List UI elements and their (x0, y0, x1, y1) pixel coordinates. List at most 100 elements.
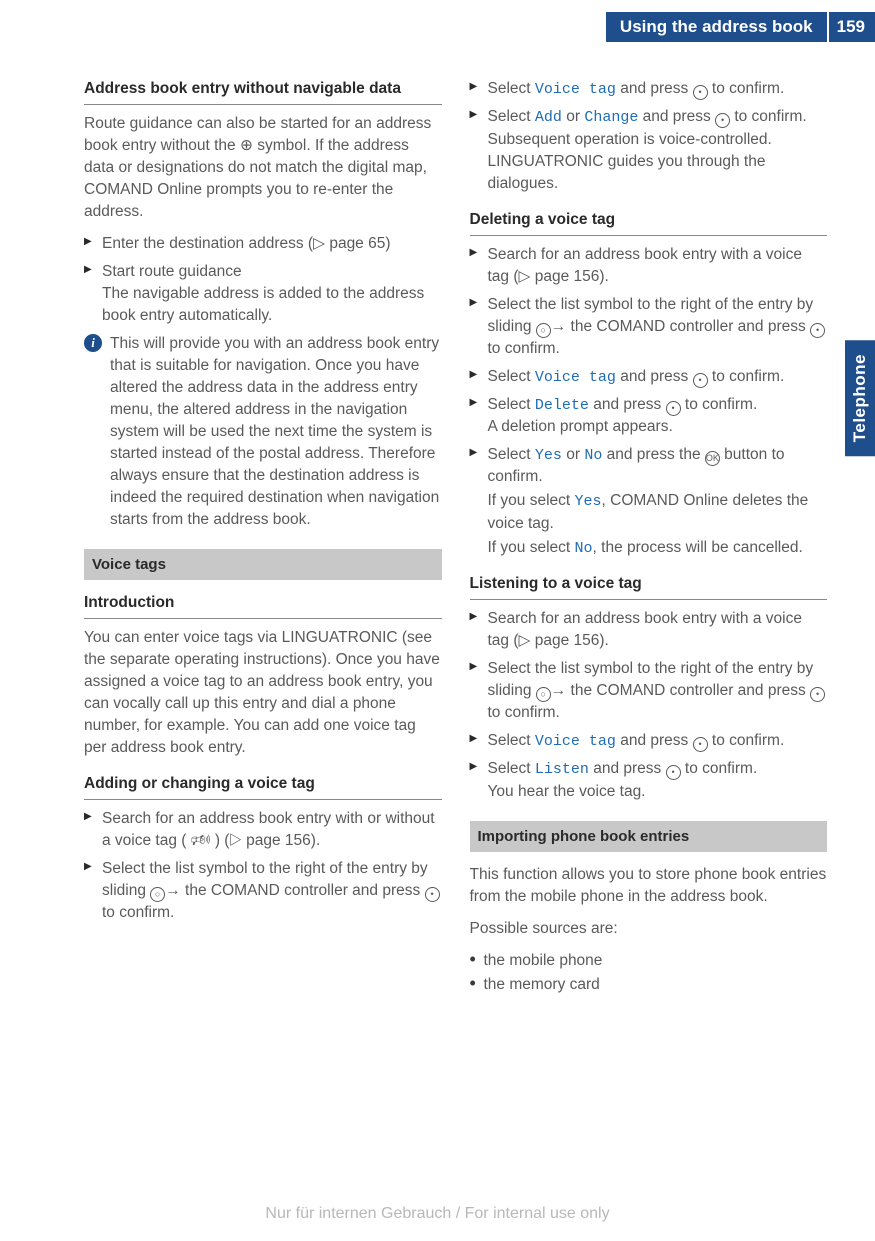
text: and press (589, 396, 666, 413)
text: to confirm. (102, 904, 174, 921)
text: to confirm. (708, 80, 785, 97)
step-text: Start route guidance (102, 263, 242, 280)
heading-introduction: Introduction (84, 592, 442, 614)
heading-deleting-voice-tag: Deleting a voice tag (470, 209, 828, 231)
ok-button-icon: OK (705, 451, 720, 466)
left-column: Address book entry without navigable dat… (84, 78, 442, 998)
ui-label: Add (535, 109, 562, 126)
text: to confirm. (681, 396, 758, 413)
controller-slide-icon: ○ (536, 687, 551, 702)
controller-press-icon: • (810, 323, 825, 338)
controller-press-icon: • (666, 765, 681, 780)
step-item: Select the list symbol to the right of t… (84, 858, 442, 924)
info-block: i This will provide you with an address … (84, 333, 442, 531)
side-tab-telephone: Telephone (845, 340, 875, 456)
controller-press-icon: • (715, 113, 730, 128)
para: If you select Yes, COMAND Online deletes… (470, 490, 828, 534)
text: , the process will be cancelled. (593, 539, 803, 556)
text: and press (616, 732, 693, 749)
text: the COMAND controller and press (181, 882, 425, 899)
ui-label: Yes (575, 493, 602, 510)
header-bar: Using the address book 159 (606, 12, 875, 42)
step-item: Select the list symbol to the right of t… (470, 294, 828, 360)
ui-label: Voice tag (535, 733, 616, 750)
watermark: Nur für internen Gebrauch / For internal… (0, 1205, 875, 1223)
controller-press-icon: • (810, 687, 825, 702)
text: Select (488, 396, 535, 413)
text: Select (488, 368, 535, 385)
heading-no-nav-data: Address book entry without navigable dat… (84, 78, 442, 100)
step-item: Enter the destination address (▷ page 65… (84, 233, 442, 255)
list-item: the memory card (470, 974, 828, 996)
step-list: Search for an address book entry with a … (470, 244, 828, 489)
heading-add-change-voice-tag: Adding or changing a voice tag (84, 773, 442, 795)
ui-label: Voice tag (535, 369, 616, 386)
controller-press-icon: • (693, 85, 708, 100)
list-item: the mobile phone (470, 950, 828, 972)
text: Select (488, 108, 535, 125)
ui-label: Yes (535, 447, 562, 464)
ui-label: Voice tag (535, 81, 616, 98)
text: to confirm. (681, 760, 758, 777)
text: and press (589, 760, 666, 777)
content: Address book entry without navigable dat… (84, 78, 827, 998)
controller-press-icon: • (693, 373, 708, 388)
text: Select (488, 760, 535, 777)
text: If you select (488, 539, 575, 556)
text: and press (616, 368, 693, 385)
text: Select (488, 732, 535, 749)
step-item: Select Voice tag and press • to confirm. (470, 730, 828, 752)
step-item: Select Delete and press • to confirm. A … (470, 394, 828, 438)
step-list: Select Voice tag and press • to confirm.… (470, 78, 828, 195)
ui-label: Listen (535, 761, 589, 778)
rule (84, 104, 442, 105)
step-item: Select Add or Change and press • to conf… (470, 106, 828, 194)
text: and press (638, 108, 715, 125)
step-list: Search for an address book entry with a … (470, 608, 828, 803)
rule (84, 799, 442, 800)
text: Select (488, 446, 535, 463)
text: Select (488, 80, 535, 97)
text: the COMAND controller and press (566, 682, 810, 699)
heading-listening-voice-tag: Listening to a voice tag (470, 573, 828, 595)
text: to confirm. (708, 732, 785, 749)
para: Route guidance can also be started for a… (84, 113, 442, 223)
step-item: Search for an address book entry with a … (470, 608, 828, 652)
controller-press-icon: • (425, 887, 440, 902)
text: If you select (488, 492, 575, 509)
step-item: Search for an address book entry with a … (470, 244, 828, 288)
step-sub: You hear the voice tag. (488, 783, 646, 800)
para: If you select No, the process will be ca… (470, 537, 828, 559)
text: and press (616, 80, 693, 97)
info-icon: i (84, 334, 102, 352)
info-text: This will provide you with an address bo… (110, 335, 439, 528)
rule (470, 599, 828, 600)
text: to confirm. (708, 368, 785, 385)
text: to confirm. (488, 704, 560, 721)
step-sub: A deletion prompt appears. (488, 418, 673, 435)
para: This function allows you to store phone … (470, 864, 828, 908)
bullet-list: the mobile phone the memory card (470, 950, 828, 996)
step-item: Select the list symbol to the right of t… (470, 658, 828, 724)
section-bar-importing: Importing phone book entries (470, 821, 828, 852)
text: or (562, 446, 584, 463)
ui-label: Change (584, 109, 638, 126)
rule (84, 618, 442, 619)
ui-label: No (584, 447, 602, 464)
step-list: Search for an address book entry with or… (84, 808, 442, 924)
step-item: Select Voice tag and press • to confirm. (470, 78, 828, 100)
ui-label: No (575, 540, 593, 557)
para: You can enter voice tags via LINGUATRONI… (84, 627, 442, 759)
header-title: Using the address book (606, 12, 827, 42)
controller-slide-icon: ○ (536, 323, 551, 338)
step-item: Select Listen and press • to confirm. Yo… (470, 758, 828, 802)
step-sub: The navigable address is added to the ad… (102, 285, 424, 324)
step-item: Start route guidance The navigable addre… (84, 261, 442, 327)
text: to confirm. (730, 108, 807, 125)
right-column: Select Voice tag and press • to confirm.… (470, 78, 828, 998)
controller-press-icon: • (693, 737, 708, 752)
controller-press-icon: • (666, 401, 681, 416)
rule (470, 235, 828, 236)
step-item: Search for an address book entry with or… (84, 808, 442, 852)
text: or (562, 108, 584, 125)
